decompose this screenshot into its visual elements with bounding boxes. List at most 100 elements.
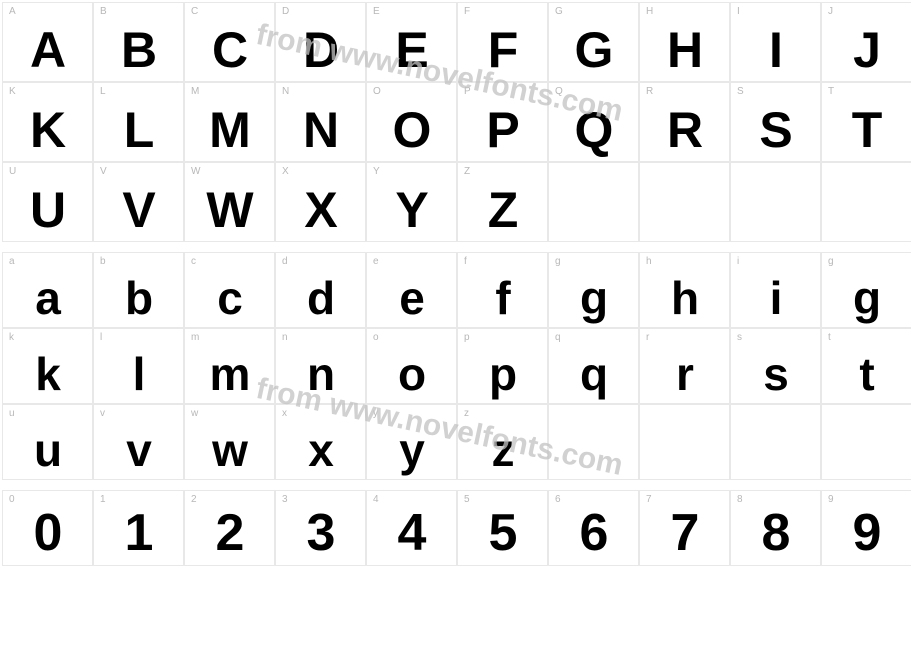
glyph-label: M [191,86,199,97]
glyph-row: UUVVWWXXYYZZ [2,162,909,242]
glyph-character: h [640,275,729,321]
glyph-character: V [94,185,183,235]
glyph-label: L [100,86,106,97]
glyph-character: u [3,427,92,473]
glyph-character: E [367,25,456,75]
glyph-cell: XX [275,162,366,242]
glyph-character: 5 [458,507,547,559]
glyph-label: W [191,166,200,177]
glyph-character: t [822,351,911,397]
glyph-cell: CC [184,2,275,82]
glyph-cell [639,404,730,480]
glyph-character: b [94,275,183,321]
glyph-label: 6 [555,494,561,505]
glyph-character: L [94,105,183,155]
glyph-character: 9 [822,507,911,559]
glyph-label: F [464,6,470,17]
glyph-label: g [828,256,834,267]
glyph-cell [548,404,639,480]
glyph-character: I [731,25,820,75]
glyph-cell: 44 [366,490,457,566]
glyph-character: v [94,427,183,473]
glyph-label: 9 [828,494,834,505]
glyph-label: H [646,6,653,17]
glyph-cell: 88 [730,490,821,566]
glyph-label: p [464,332,470,343]
glyph-character: S [731,105,820,155]
glyph-label: 3 [282,494,288,505]
glyph-label: E [373,6,380,17]
glyph-character: W [185,185,274,235]
glyph-label: T [828,86,834,97]
glyph-cell: JJ [821,2,911,82]
glyph-label: a [9,256,15,267]
glyph-cell: ee [366,252,457,328]
glyph-label: U [9,166,16,177]
glyph-cell: OO [366,82,457,162]
glyph-cell [821,162,911,242]
glyph-label: 5 [464,494,470,505]
glyph-cell: ss [730,328,821,404]
glyph-cell: EE [366,2,457,82]
glyph-label: c [191,256,196,267]
glyph-cell: QQ [548,82,639,162]
glyph-label: s [737,332,742,343]
glyph-label: Z [464,166,470,177]
glyph-character: d [276,275,365,321]
glyph-character: J [822,25,911,75]
glyph-label: h [646,256,652,267]
glyph-character: Y [367,185,456,235]
glyph-label: D [282,6,289,17]
glyph-cell: RR [639,82,730,162]
glyph-label: S [737,86,744,97]
glyph-cell: KK [2,82,93,162]
glyph-character: 1 [94,507,183,559]
glyph-cell: ii [730,252,821,328]
glyph-cell: AA [2,2,93,82]
glyph-cell: kk [2,328,93,404]
glyph-character: 8 [731,507,820,559]
glyph-cell: bb [93,252,184,328]
glyph-cell: zz [457,404,548,480]
glyph-cell: 33 [275,490,366,566]
glyph-character: f [458,275,547,321]
glyph-character: C [185,25,274,75]
glyph-character: 4 [367,507,456,559]
glyph-label: k [9,332,14,343]
glyph-label: q [555,332,561,343]
glyph-character: o [367,351,456,397]
glyph-label: R [646,86,653,97]
glyph-cell: gg [548,252,639,328]
glyph-label: y [373,408,378,419]
glyph-cell: tt [821,328,911,404]
glyph-cell: gg [821,252,911,328]
glyph-label: Q [555,86,563,97]
glyph-cell [730,404,821,480]
glyph-character: R [640,105,729,155]
glyph-cell [548,162,639,242]
glyph-label: d [282,256,288,267]
glyph-cell: UU [2,162,93,242]
glyph-label: A [9,6,16,17]
glyph-label: i [737,256,739,267]
glyph-character: c [185,275,274,321]
glyph-row: uuvvwwxxyyzz [2,404,909,480]
glyph-cell: GG [548,2,639,82]
glyph-label: P [464,86,471,97]
glyph-cell: ll [93,328,184,404]
glyph-cell: LL [93,82,184,162]
glyph-label: m [191,332,199,343]
glyph-character: P [458,105,547,155]
glyph-cell: cc [184,252,275,328]
glyph-cell [639,162,730,242]
glyph-character: k [3,351,92,397]
glyph-character: H [640,25,729,75]
glyph-cell: FF [457,2,548,82]
glyph-cell: SS [730,82,821,162]
glyph-label: z [464,408,469,419]
glyph-cell: rr [639,328,730,404]
glyph-label: N [282,86,289,97]
glyph-character: 0 [3,507,92,559]
glyph-label: J [828,6,833,17]
glyph-character: s [731,351,820,397]
